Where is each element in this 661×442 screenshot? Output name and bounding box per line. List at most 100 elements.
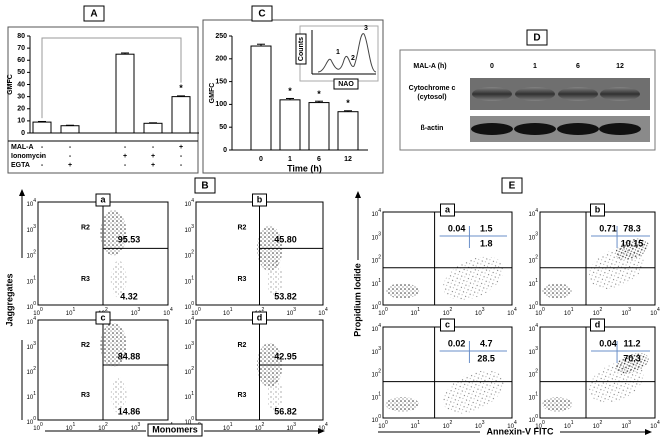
tick-base: 10 [372, 258, 379, 264]
tick-base: 10 [372, 327, 379, 333]
y-tick-label: 0 [21, 130, 25, 137]
axis-tick-label: 100 [372, 414, 382, 423]
tick-base: 10 [372, 212, 379, 218]
tick-exponent: 4 [191, 198, 194, 204]
peak-label: 1 [336, 49, 340, 56]
cell-population [267, 377, 283, 413]
tick-base: 10 [443, 424, 450, 430]
quadrant-percent: 56.82 [274, 406, 297, 416]
tick-exponent: 2 [191, 366, 194, 372]
tick-base: 10 [255, 426, 262, 432]
tick-base: 10 [185, 227, 192, 233]
tick-exponent: 3 [628, 307, 631, 313]
tick-base: 10 [185, 395, 192, 401]
tick-base: 10 [529, 212, 536, 218]
tick-exponent: 1 [191, 391, 194, 397]
treatment-sign: + [68, 162, 72, 169]
tick-exponent: 0 [378, 414, 381, 420]
tick-base: 10 [622, 311, 629, 317]
quadrant-percent: 70.3 [623, 353, 641, 363]
quadrant-percent: 10.15 [621, 238, 644, 248]
tick-exponent: 1 [230, 307, 233, 313]
axis-tick-label: 100 [535, 420, 545, 429]
x-axis-label: Monomers [152, 424, 198, 434]
panel-title: D [533, 33, 540, 44]
tick-exponent: 1 [571, 307, 574, 313]
tick-base: 10 [27, 395, 34, 401]
x-tick-label: 1 [288, 156, 292, 163]
tick-base: 10 [27, 370, 34, 376]
axis-tick-label: 101 [411, 420, 421, 429]
lane-label: 12 [616, 63, 624, 70]
axis-tick-label: 104 [507, 307, 517, 316]
tick-exponent: 2 [33, 250, 36, 256]
tick-base: 10 [318, 426, 325, 432]
blot-band [472, 87, 512, 101]
blot-band [558, 87, 598, 101]
title-box [501, 177, 523, 194]
quadrant-percent: 1.8 [480, 238, 493, 248]
tick-base: 10 [535, 311, 542, 317]
treatment-sign: - [124, 162, 127, 169]
tick-base: 10 [650, 424, 657, 430]
cell-population [100, 210, 127, 256]
treatment-sign: - [180, 153, 183, 160]
bar [171, 96, 191, 134]
blot-header: MAL-A (h) [413, 63, 446, 70]
plot-label-box [252, 193, 267, 207]
tick-base: 10 [163, 311, 170, 317]
tick-exponent: 1 [33, 276, 36, 282]
axis-tick-label: 101 [185, 276, 195, 285]
plot-label: b [257, 194, 263, 204]
tick-exponent: 0 [33, 416, 36, 422]
x-axis-label: Annexin-V FITC [487, 426, 554, 436]
inset-histogram [317, 33, 377, 73]
tick-base: 10 [564, 424, 571, 430]
cell-population [615, 353, 649, 374]
treatment-sign: + [179, 144, 183, 151]
tick-exponent: 1 [72, 307, 75, 313]
axis-tick-label: 104 [372, 323, 382, 332]
tick-exponent: 2 [105, 422, 108, 428]
quadrant-percent: 78.3 [623, 223, 641, 233]
axis-tick-label: 100 [529, 414, 539, 423]
axis-tick-label: 103 [27, 341, 37, 350]
tick-exponent: 3 [293, 422, 296, 428]
tick-exponent: 3 [137, 307, 140, 313]
cell-population [110, 260, 127, 298]
y-tick-label: 20 [17, 106, 25, 113]
tick-base: 10 [185, 305, 192, 311]
treatment-sign: + [151, 162, 155, 169]
blot-band [557, 123, 599, 135]
tick-base: 10 [27, 279, 34, 285]
bar [337, 111, 359, 151]
quadrant-percent: 11.2 [623, 338, 640, 348]
treatment-sign: - [69, 153, 72, 160]
significance-star: * [317, 89, 321, 99]
tick-base: 10 [27, 320, 34, 326]
axis-tick-label: 104 [318, 422, 328, 431]
plot-label: d [257, 312, 263, 322]
tick-base: 10 [593, 311, 600, 317]
quadrant-percent: 28.5 [477, 353, 495, 363]
tick-base: 10 [185, 420, 192, 426]
axis-tick-label: 103 [622, 420, 632, 429]
axis-tick-label: 101 [564, 307, 574, 316]
quadrant-percent: 4.7 [480, 338, 493, 348]
axis-tick-label: 101 [27, 391, 37, 400]
axis-tick-label: 103 [287, 307, 297, 316]
tick-exponent: 2 [261, 307, 264, 313]
arrowhead [645, 429, 652, 435]
axis-tick-label: 104 [650, 420, 660, 429]
cell-population [542, 397, 573, 412]
x-tick-label: 0 [259, 156, 263, 163]
tick-exponent: 1 [535, 392, 538, 398]
tick-exponent: 3 [378, 232, 381, 238]
axis-tick-label: 101 [223, 307, 233, 316]
bar [32, 121, 52, 134]
bar [279, 99, 301, 151]
plot-label-box [440, 318, 455, 332]
bar [115, 53, 135, 134]
axis-tick-label: 101 [66, 307, 76, 316]
tick-exponent: 4 [325, 307, 328, 313]
